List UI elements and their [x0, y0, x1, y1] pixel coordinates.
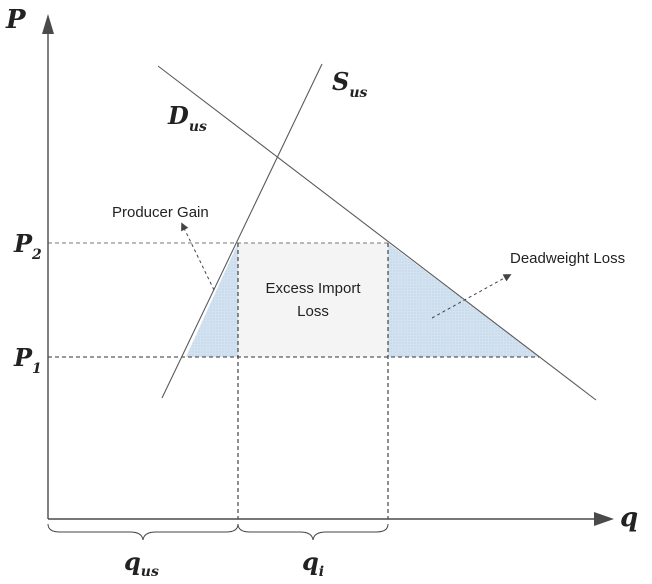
q-i-brace: [237, 523, 389, 541]
q-us-label: qus: [124, 547, 159, 580]
y-axis-arrow-icon: [42, 14, 54, 34]
producer-gain-region: [186, 243, 238, 357]
q-i-label: qi: [302, 547, 324, 580]
demand-label: Dus: [167, 101, 207, 135]
q-us-brace: [47, 523, 239, 541]
x-axis-label: q: [620, 503, 638, 533]
deadweight-loss-arrow: [431, 274, 512, 319]
excess-import-label-line2: Loss: [297, 303, 329, 320]
x-axis-arrow-icon: [594, 512, 614, 526]
producer-gain-arrow: [181, 222, 215, 291]
demand-curve: [157, 65, 597, 401]
y-axis-label: P: [5, 5, 27, 35]
p1-label: P1: [13, 343, 42, 377]
producer-gain-label: Producer Gain: [112, 204, 209, 221]
deadweight-loss-label: Deadweight Loss: [510, 250, 625, 267]
excess-import-loss-region: [238, 243, 388, 357]
supply-label: Sus: [332, 67, 368, 101]
supply-curve: [161, 63, 323, 399]
excess-import-label-line1: Excess Import: [265, 280, 361, 297]
p2-label: P2: [13, 229, 42, 263]
